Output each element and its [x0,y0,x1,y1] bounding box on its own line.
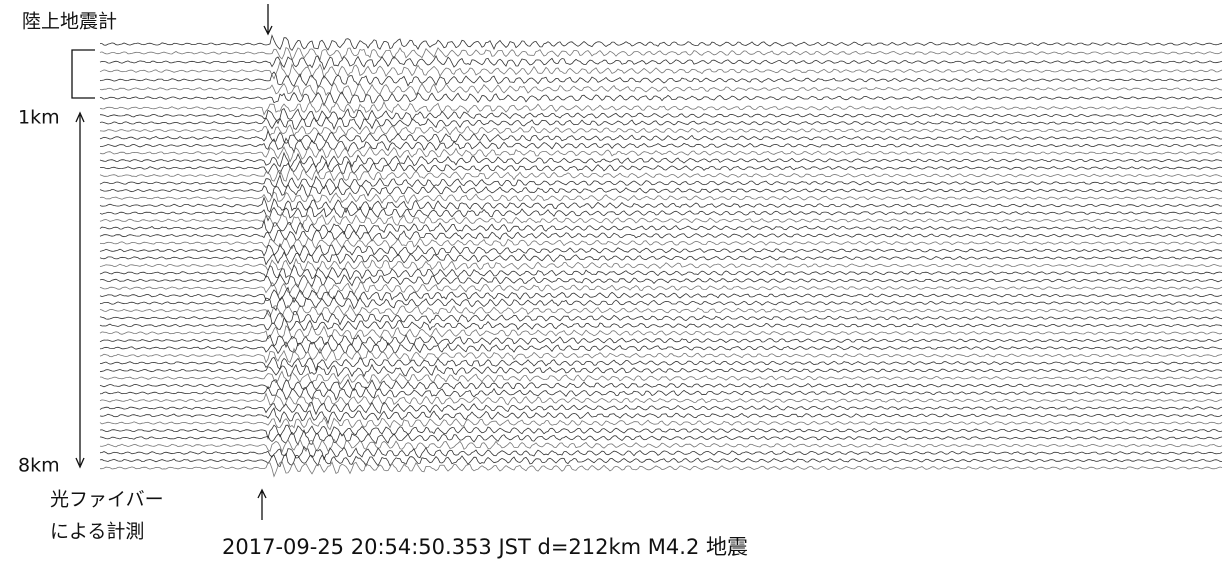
waveform [100,35,1222,50]
waveform [100,48,1222,60]
waveform [100,335,1222,347]
waveform [100,117,1222,129]
waveform [100,274,1222,287]
waveform [100,131,1222,144]
waveform [100,365,1222,377]
onset-arrow-top [264,4,272,34]
waveform [100,153,1222,168]
waveform [100,238,1222,248]
seismogram-figure: 陸上地震計 1km 8km 光ファイバー による計測 2017-09-25 20… [0,0,1225,563]
waveform [100,394,1222,407]
waveform [100,192,1222,203]
waveform [100,296,1222,310]
waveform [100,72,1222,88]
waveform [100,310,1222,325]
waveform [100,230,1222,241]
fiber-label-line1: 光ファイバー [50,489,164,511]
waveform [100,244,1222,256]
caption: 2017-09-25 20:54:50.353 JST d=212km M4.2… [222,535,748,559]
waveform [100,138,1222,152]
land-bracket [72,50,95,98]
waveform [100,198,1222,213]
top-distance-label: 1km [18,107,60,129]
land-seismometer-label: 陸上地震計 [22,11,117,33]
waveform [100,92,1222,105]
waveform [100,83,1222,97]
waveform [100,430,1222,445]
waveform [100,102,1222,115]
waveform [100,161,1222,174]
waveform [100,207,1222,221]
waveform [100,62,1222,79]
fiber-label-line2: による計測 [50,521,144,543]
waveform [100,318,1222,331]
waveform [100,342,1222,353]
waveform [100,380,1222,391]
waveform [100,371,1222,384]
waveform [100,418,1222,430]
bottom-distance-label: 8km [18,455,60,477]
waveform [100,439,1222,452]
waveform [100,175,1222,189]
waveform [100,402,1222,414]
onset-arrow-bottom [258,490,266,520]
waveform [100,56,1222,70]
waveform [100,454,1222,467]
waveform [100,252,1222,264]
waveform-traces [100,35,1222,476]
waveform [100,185,1222,198]
waveform [100,447,1222,460]
